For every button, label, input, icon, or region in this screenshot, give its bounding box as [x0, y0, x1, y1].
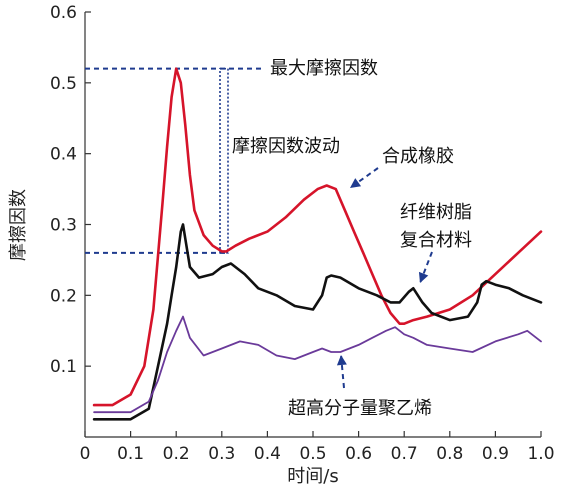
x-tick-label: 0.8 [436, 444, 463, 464]
annotation-friction-fluctuation: 摩擦因数波动 [232, 136, 340, 157]
annotation-synthetic-rubber: 合成橡胶 [382, 146, 454, 167]
y-ticks: 0.1 0.2 0.3 0.4 0.5 0.6 [50, 3, 91, 377]
annotation-uhmwpe: 超高分子量聚乙烯 [288, 398, 432, 419]
x-tick-label: 0 [80, 444, 91, 464]
x-tick-label: 0.4 [254, 444, 281, 464]
series-line [92, 223, 543, 421]
x-tick-label: 0.2 [163, 444, 190, 464]
y-axis-label: 摩擦因数 [8, 189, 29, 261]
x-tick-label: 0.5 [299, 444, 326, 464]
x-tick-label: 1.0 [527, 444, 554, 464]
series-line [92, 67, 543, 407]
annotation-fiber-resin-line2: 复合材料 [400, 230, 472, 251]
annotation-fiber-resin-line1: 纤维树脂 [400, 202, 472, 223]
y-tick-label: 0.4 [50, 145, 77, 165]
y-tick-label: 0.3 [50, 216, 77, 236]
reference-guides [85, 67, 262, 254]
arrowhead-icon [418, 271, 429, 283]
x-tick-label: 0.9 [482, 444, 509, 464]
y-tick-label: 0.1 [50, 357, 77, 377]
series-group [92, 67, 543, 421]
fluctuation-bracket [219, 67, 229, 254]
annotation-arrows [336, 167, 433, 389]
x-tick-label: 0.1 [117, 444, 144, 464]
x-tick-label: 0.7 [391, 444, 418, 464]
x-ticks: 0 0.1 0.2 0.3 0.4 0.5 0.6 0.7 0.8 0.9 1.0 [80, 431, 555, 464]
x-tick-label: 0.3 [208, 444, 235, 464]
x-axis-label: 时间/s [287, 466, 338, 487]
x-tick-label: 0.6 [345, 444, 372, 464]
y-tick-label: 0.6 [50, 3, 77, 23]
series-line [93, 315, 542, 414]
y-tick-label: 0.5 [50, 74, 77, 94]
y-tick-label: 0.2 [50, 286, 77, 306]
arrowhead-icon [350, 178, 362, 188]
annotation-max-friction: 最大摩擦因数 [270, 58, 378, 79]
arrowhead-icon [336, 355, 347, 366]
